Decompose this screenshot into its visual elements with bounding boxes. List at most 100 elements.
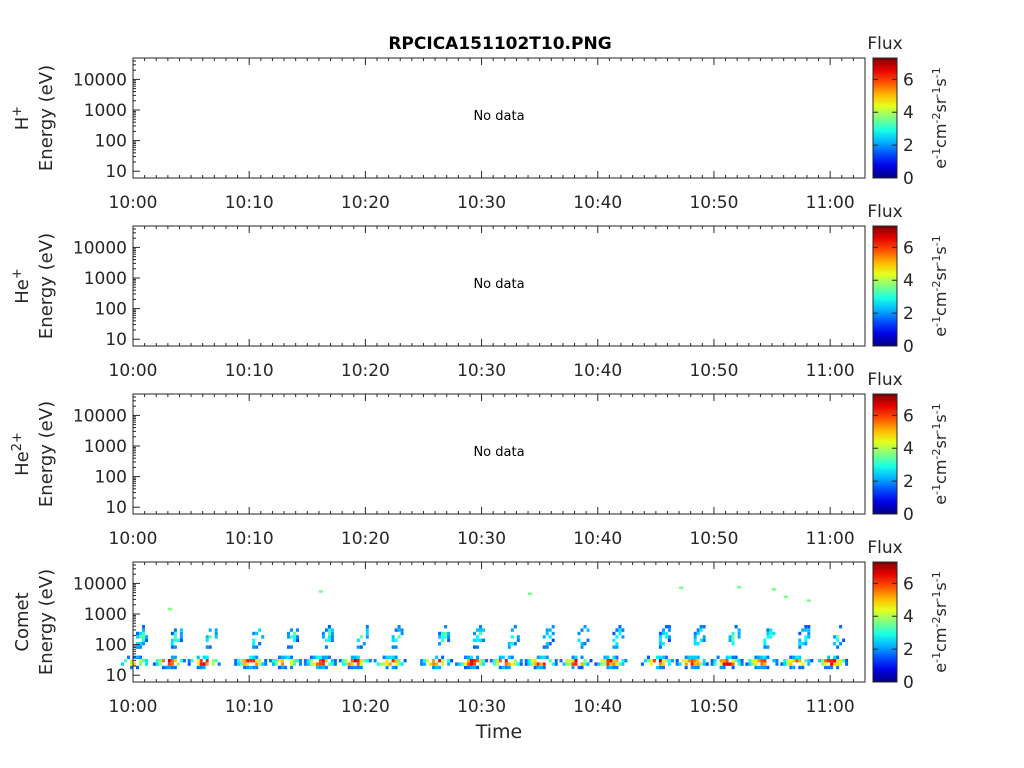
heatmap-cell <box>551 638 555 642</box>
heatmap-cell <box>196 655 200 659</box>
heatmap-cell <box>139 635 142 639</box>
heatmap-cell <box>498 655 502 659</box>
heatmap-cell <box>324 665 328 670</box>
heatmap-cell <box>507 662 511 666</box>
y-tick-label: 10000 <box>73 70 127 90</box>
heatmap-cell <box>548 628 552 632</box>
y-tick-label: 1000 <box>84 269 127 289</box>
heatmap-cell <box>473 659 476 663</box>
unit-exponent: -2 <box>930 113 943 124</box>
heatmap-cell <box>807 628 811 632</box>
heatmap-cell <box>173 635 177 639</box>
heatmap-cell <box>693 655 697 659</box>
colorbar-tick-label: 6 <box>903 238 914 258</box>
heatmap-cell <box>330 659 334 663</box>
heatmap-cell <box>299 659 302 663</box>
heatmap-cell <box>397 635 401 639</box>
heatmap-cell <box>760 665 764 670</box>
heatmap-cell <box>740 662 744 666</box>
heatmap-cell <box>293 631 296 636</box>
heatmap-cell <box>586 662 590 666</box>
heatmap-cell <box>258 659 262 663</box>
heatmap-cell <box>615 635 619 639</box>
heatmap-cell <box>612 638 616 642</box>
heatmap-cell <box>833 662 837 666</box>
heatmap-cell <box>658 659 662 663</box>
heatmap-cell <box>583 662 587 666</box>
heatmap-cell <box>368 659 372 663</box>
x-tick-label: 10:00 <box>109 361 158 381</box>
heatmap-cell <box>243 659 247 663</box>
x-tick-label: 10:30 <box>457 697 506 717</box>
heatmap-cell <box>470 659 473 663</box>
heatmap-cell <box>571 659 575 663</box>
heatmap-cell <box>290 645 293 649</box>
heatmap-cell <box>792 665 796 670</box>
heatmap-cell <box>179 628 183 632</box>
heatmap-cell <box>255 662 259 666</box>
heatmap-cell <box>618 631 622 636</box>
heatmap-cell <box>379 662 383 666</box>
heatmap-cell <box>284 665 287 670</box>
heatmap-cell <box>792 659 796 663</box>
heatmap-cell <box>772 631 776 636</box>
heatmap-cell <box>473 631 476 636</box>
unit-base: s <box>931 246 950 254</box>
heatmap-cell <box>716 655 720 659</box>
heatmap-cell <box>287 655 290 659</box>
heatmap-cell <box>615 628 619 632</box>
heatmap-cell <box>438 659 442 663</box>
heatmap-cell <box>606 665 610 670</box>
heatmap-cell <box>447 659 451 663</box>
heatmap-cell <box>447 662 451 666</box>
heatmap-cell <box>580 645 584 649</box>
heatmap-cell <box>438 642 442 646</box>
heatmap-cell <box>807 662 811 666</box>
heatmap-cell <box>444 635 448 639</box>
heatmap-cell <box>464 662 467 666</box>
heatmap-cell <box>551 625 555 629</box>
heatmap-cell <box>234 662 238 666</box>
heatmap-cell <box>365 631 369 636</box>
heatmap-cell <box>568 659 572 663</box>
heatmap-cell <box>476 645 479 649</box>
heatmap-cell <box>303 659 307 663</box>
heatmap-cell <box>655 655 659 659</box>
heatmap-cell <box>179 638 183 642</box>
heatmap-cell <box>842 638 846 642</box>
heatmap-cell <box>646 655 650 659</box>
heatmap-cell <box>438 631 442 636</box>
heatmap-cell <box>296 659 299 663</box>
heatmap-cell <box>391 638 395 642</box>
heatmap-cell <box>737 662 741 666</box>
heatmap-cell <box>287 645 290 649</box>
heatmap-cell <box>217 662 221 666</box>
heatmap-cell <box>527 659 531 663</box>
heatmap-cell <box>658 642 662 646</box>
heatmap-cell <box>696 659 700 663</box>
heatmap-cell <box>510 642 514 646</box>
heatmap-cell <box>321 665 325 670</box>
heatmap-cell <box>136 665 139 670</box>
heatmap-cell <box>516 662 520 666</box>
heatmap-cell <box>830 659 834 663</box>
heatmap-cell <box>255 631 259 636</box>
heatmap-cell <box>306 662 310 666</box>
heatmap-cell <box>482 628 485 632</box>
heatmap-cell <box>675 662 679 666</box>
colorbar-scale <box>872 393 898 515</box>
heatmap-cell <box>513 642 517 646</box>
heatmap-cell <box>696 655 700 659</box>
heatmap-cell <box>519 659 523 663</box>
heatmap-cell <box>139 642 142 646</box>
heatmap-cell <box>179 659 183 663</box>
heatmap-cell <box>658 638 662 642</box>
heatmap-cell <box>719 665 723 670</box>
heatmap-cell <box>309 655 313 659</box>
heatmap-cell <box>309 659 313 663</box>
heatmap-cell <box>754 655 758 659</box>
heatmap-cell <box>510 635 514 639</box>
unit-exponent: -1 <box>930 571 943 582</box>
heatmap-cell <box>699 662 703 666</box>
